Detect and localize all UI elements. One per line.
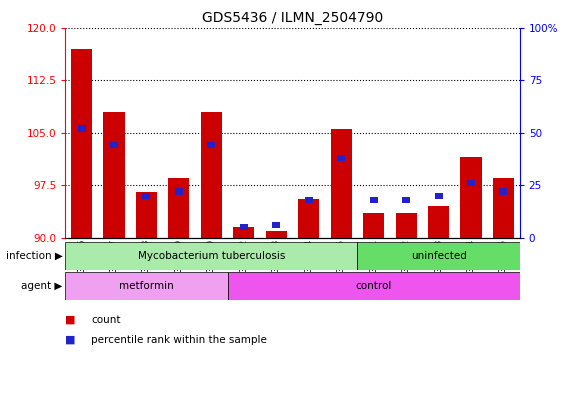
Bar xyxy=(78,125,86,132)
Bar xyxy=(65,272,228,300)
Text: ■: ■ xyxy=(65,334,76,345)
Bar xyxy=(240,224,248,230)
Bar xyxy=(175,188,183,195)
Bar xyxy=(370,197,378,203)
Bar xyxy=(110,142,118,149)
Bar xyxy=(168,178,190,238)
Bar xyxy=(228,272,520,300)
Text: metformin: metformin xyxy=(119,281,174,291)
Text: uninfected: uninfected xyxy=(411,251,466,261)
Bar xyxy=(499,188,507,195)
Text: percentile rank within the sample: percentile rank within the sample xyxy=(91,334,267,345)
Bar xyxy=(357,242,520,270)
Bar xyxy=(461,157,482,238)
Text: infection ▶: infection ▶ xyxy=(6,251,62,261)
Bar xyxy=(266,231,287,238)
Bar xyxy=(493,178,514,238)
Text: count: count xyxy=(91,315,120,325)
Bar xyxy=(103,112,124,238)
Bar xyxy=(71,48,92,238)
Bar xyxy=(136,192,157,238)
Bar xyxy=(233,227,254,238)
Bar xyxy=(337,155,345,161)
Bar xyxy=(207,142,215,149)
Bar xyxy=(143,193,151,199)
Text: control: control xyxy=(356,281,392,291)
Bar xyxy=(272,222,280,228)
Bar xyxy=(402,197,410,203)
Title: GDS5436 / ILMN_2504790: GDS5436 / ILMN_2504790 xyxy=(202,11,383,25)
Bar xyxy=(65,242,357,270)
Text: Mycobacterium tuberculosis: Mycobacterium tuberculosis xyxy=(137,251,285,261)
Bar xyxy=(305,197,313,203)
Bar xyxy=(331,129,352,238)
Bar xyxy=(467,180,475,186)
Bar xyxy=(298,199,319,238)
Bar xyxy=(435,193,442,199)
Text: agent ▶: agent ▶ xyxy=(21,281,62,291)
Bar xyxy=(428,206,449,238)
Text: ■: ■ xyxy=(65,315,76,325)
Bar xyxy=(363,213,384,238)
Bar xyxy=(201,112,222,238)
Bar xyxy=(395,213,417,238)
